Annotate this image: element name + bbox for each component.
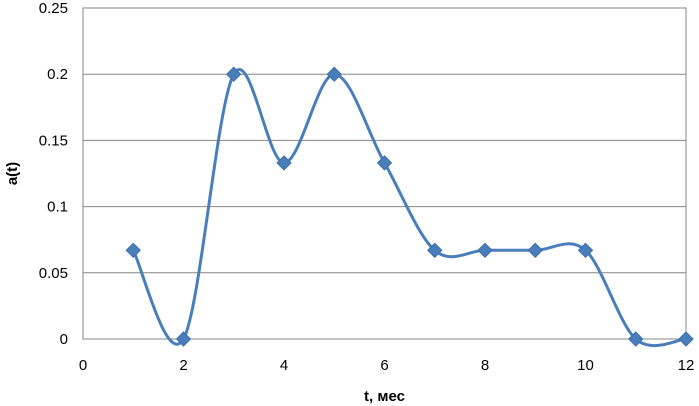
x-tick-label: 4 xyxy=(280,357,288,374)
y-tick-label: 0.15 xyxy=(39,132,68,149)
data-point-marker xyxy=(527,242,543,258)
y-axis-title: a(t) xyxy=(4,162,21,185)
data-point-marker xyxy=(628,331,644,347)
x-tick-label: 6 xyxy=(380,357,388,374)
series-line xyxy=(131,68,688,347)
data-point-marker xyxy=(276,155,292,171)
x-tick-label: 2 xyxy=(179,357,187,374)
series-layer xyxy=(125,66,694,347)
data-point-marker xyxy=(175,331,192,347)
data-point-marker xyxy=(678,331,694,347)
x-tick-labels: 0 2 4 6 8 10 12 xyxy=(79,357,695,374)
x-tick-label: 12 xyxy=(678,357,695,374)
y-tick-labels: 0 0.05 0.1 0.15 0.2 0.25 xyxy=(39,0,68,348)
y-tick-label: 0.2 xyxy=(47,66,68,83)
data-point-marker xyxy=(477,242,493,258)
x-tick-label: 0 xyxy=(79,357,87,374)
y-tick-label: 0 xyxy=(60,331,68,348)
x-axis-title: t, мес xyxy=(364,388,405,405)
data-point-marker xyxy=(376,155,393,171)
y-tick-label: 0.1 xyxy=(47,199,68,216)
data-point-marker xyxy=(577,242,594,258)
x-tick-label: 10 xyxy=(577,357,594,374)
data-point-marker xyxy=(427,242,443,258)
y-tick-label: 0.25 xyxy=(39,0,68,17)
gridlines xyxy=(83,7,686,340)
data-point-marker xyxy=(326,66,342,82)
data-point-marker xyxy=(125,242,141,258)
data-point-marker xyxy=(226,66,242,82)
x-tick-label: 8 xyxy=(481,357,489,374)
plot-area xyxy=(82,7,687,340)
y-tick-label: 0.05 xyxy=(39,265,68,282)
